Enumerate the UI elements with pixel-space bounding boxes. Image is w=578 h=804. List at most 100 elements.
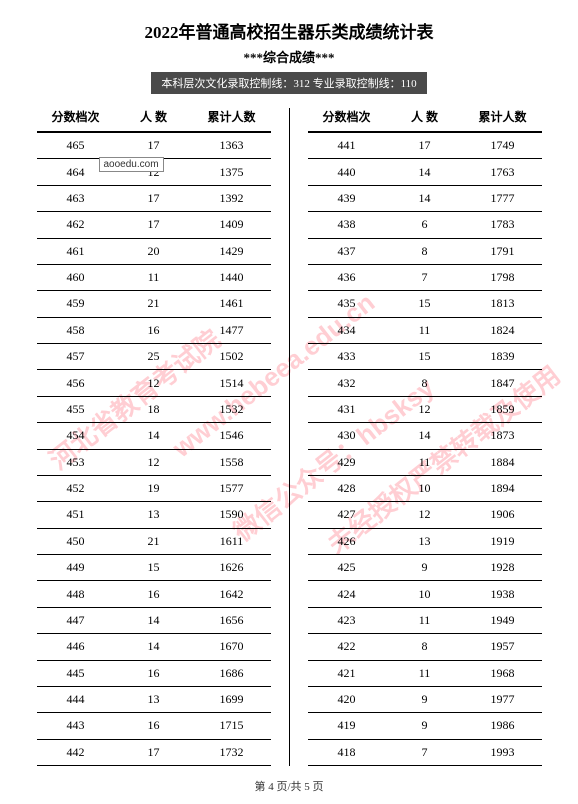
cell-count: 16 xyxy=(115,713,193,739)
cell-cum: 1502 xyxy=(193,344,271,370)
table-row: 446141670 xyxy=(37,634,271,660)
table-row: 42591928 xyxy=(308,555,542,581)
table-row: 424101938 xyxy=(308,581,542,607)
col-header-count: 人 数 xyxy=(386,104,464,132)
cell-score: 453 xyxy=(37,449,115,475)
cell-cum: 1919 xyxy=(464,528,542,554)
table-row: 460111440 xyxy=(37,264,271,290)
table-row: 431121859 xyxy=(308,396,542,422)
table-row: 445161686 xyxy=(37,660,271,686)
cell-count: 20 xyxy=(115,238,193,264)
table-row: 423111949 xyxy=(308,607,542,633)
cell-count: 14 xyxy=(386,423,464,449)
table-row: 427121906 xyxy=(308,502,542,528)
cell-score: 437 xyxy=(308,238,386,264)
cell-count: 14 xyxy=(386,185,464,211)
cell-score: 427 xyxy=(308,502,386,528)
cell-score: 438 xyxy=(308,212,386,238)
cell-count: 21 xyxy=(115,528,193,554)
cell-cum: 1928 xyxy=(464,555,542,581)
cell-score: 421 xyxy=(308,660,386,686)
table-row: 435151813 xyxy=(308,291,542,317)
cell-cum: 1884 xyxy=(464,449,542,475)
overlay-label: aooedu.com xyxy=(99,157,164,172)
cell-score: 450 xyxy=(37,528,115,554)
table-row: 429111884 xyxy=(308,449,542,475)
cell-score: 447 xyxy=(37,607,115,633)
cell-cum: 1859 xyxy=(464,396,542,422)
col-header-count: 人 数 xyxy=(115,104,193,132)
cell-score: 465 xyxy=(37,132,115,159)
cell-count: 16 xyxy=(115,581,193,607)
table-row: 440141763 xyxy=(308,159,542,185)
cell-count: 17 xyxy=(115,739,193,765)
cell-cum: 1477 xyxy=(193,317,271,343)
cell-score: 461 xyxy=(37,238,115,264)
cell-cum: 1409 xyxy=(193,212,271,238)
cell-score: 445 xyxy=(37,660,115,686)
table-row: 465171363 xyxy=(37,132,271,159)
cell-score: 428 xyxy=(308,475,386,501)
table-row: 458161477 xyxy=(37,317,271,343)
table-row: 43671798 xyxy=(308,264,542,290)
cell-cum: 1375 xyxy=(193,159,271,185)
cell-score: 418 xyxy=(308,739,386,765)
cell-cum: 1777 xyxy=(464,185,542,211)
cell-score: 425 xyxy=(308,555,386,581)
table-row: 42281957 xyxy=(308,634,542,660)
cell-score: 460 xyxy=(37,264,115,290)
cell-score: 440 xyxy=(308,159,386,185)
cell-cum: 1938 xyxy=(464,581,542,607)
table-row: 430141873 xyxy=(308,423,542,449)
cell-cum: 1626 xyxy=(193,555,271,581)
cell-cum: 1732 xyxy=(193,739,271,765)
cell-count: 13 xyxy=(115,686,193,712)
table-row: 442171732 xyxy=(37,739,271,765)
table-row: 451131590 xyxy=(37,502,271,528)
page-title: 2022年普通高校招生器乐类成绩统计表 xyxy=(30,18,548,43)
cell-count: 9 xyxy=(386,555,464,581)
cell-cum: 1532 xyxy=(193,396,271,422)
cell-count: 25 xyxy=(115,344,193,370)
table-row: 444131699 xyxy=(37,686,271,712)
col-header-cum: 累计人数 xyxy=(193,104,271,132)
cell-cum: 1686 xyxy=(193,660,271,686)
cell-cum: 1558 xyxy=(193,449,271,475)
cell-score: 459 xyxy=(37,291,115,317)
table-row: 43281847 xyxy=(308,370,542,396)
table-row: 43781791 xyxy=(308,238,542,264)
table-row: 453121558 xyxy=(37,449,271,475)
cell-score: 458 xyxy=(37,317,115,343)
cell-count: 11 xyxy=(386,607,464,633)
cell-score: 443 xyxy=(37,713,115,739)
cell-cum: 1839 xyxy=(464,344,542,370)
cell-cum: 1656 xyxy=(193,607,271,633)
cell-cum: 1577 xyxy=(193,475,271,501)
cell-cum: 1611 xyxy=(193,528,271,554)
table-row: 434111824 xyxy=(308,317,542,343)
table-row: 421111968 xyxy=(308,660,542,686)
cell-cum: 1642 xyxy=(193,581,271,607)
cell-count: 10 xyxy=(386,475,464,501)
cell-score: 424 xyxy=(308,581,386,607)
cell-score: 432 xyxy=(308,370,386,396)
cell-count: 13 xyxy=(386,528,464,554)
table-header-row: 分数档次 人 数 累计人数 xyxy=(308,104,542,132)
cell-score: 441 xyxy=(308,132,386,159)
cell-score: 433 xyxy=(308,344,386,370)
cell-cum: 1546 xyxy=(193,423,271,449)
cell-score: 452 xyxy=(37,475,115,501)
cell-cum: 1749 xyxy=(464,132,542,159)
cell-count: 11 xyxy=(115,264,193,290)
cell-score: 456 xyxy=(37,370,115,396)
table-row: 462171409 xyxy=(37,212,271,238)
cell-cum: 1783 xyxy=(464,212,542,238)
table-row: 455181532 xyxy=(37,396,271,422)
page-subtitle: ***综合成绩*** xyxy=(30,47,548,66)
table-row: 426131919 xyxy=(308,528,542,554)
cell-cum: 1363 xyxy=(193,132,271,159)
cell-cum: 1440 xyxy=(193,264,271,290)
cell-cum: 1763 xyxy=(464,159,542,185)
cell-count: 10 xyxy=(386,581,464,607)
cell-score: 422 xyxy=(308,634,386,660)
